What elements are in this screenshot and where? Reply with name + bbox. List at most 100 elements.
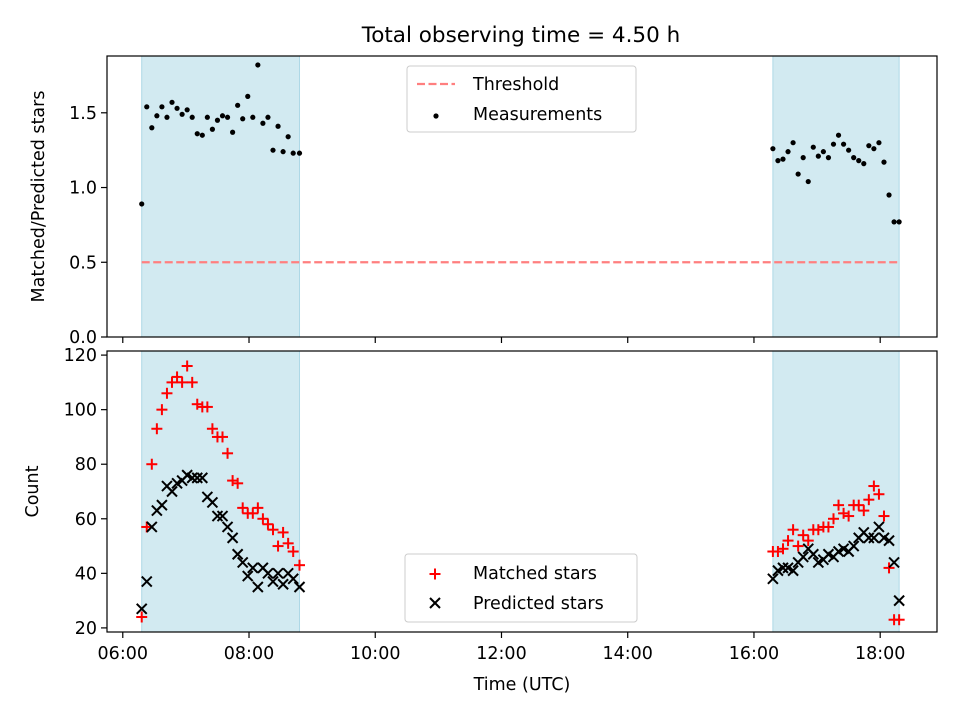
matched-star-point (181, 360, 193, 372)
measurement-point (159, 104, 165, 110)
x-tick-label: 14:00 (603, 644, 653, 664)
cross-stroke-b (837, 543, 850, 555)
measurement-point (174, 105, 180, 111)
predicted-star-point (797, 551, 809, 563)
observing-window (772, 350, 900, 633)
matched-star-point (201, 401, 213, 413)
measurement-point (775, 158, 781, 164)
measurement-point (250, 114, 256, 120)
y-tick-label: 0.0 (69, 328, 97, 348)
measurement-point (169, 99, 175, 105)
measurement-point (275, 123, 281, 129)
matched-star-point (287, 546, 299, 558)
predicted-star-point (863, 532, 875, 544)
measurement-point (285, 134, 291, 140)
matched-star-point (827, 513, 839, 525)
cross-stroke-b (777, 562, 789, 574)
predicted-star-point (141, 575, 153, 588)
matched-star-point (883, 562, 895, 574)
cross-stroke-b (293, 581, 306, 593)
measurement-point (785, 149, 791, 155)
figure-title: Total observing time = 4.50 h (361, 23, 681, 48)
predicted-star-point (293, 581, 306, 593)
matched-star-point (878, 510, 890, 522)
cross-stroke-b (888, 556, 900, 569)
predicted-star-point (807, 548, 819, 560)
matched-star-point (171, 371, 183, 383)
legend-plus-marker (429, 568, 441, 580)
measurement-point (280, 149, 286, 155)
measurement-point (296, 150, 303, 156)
predicted-star-point (888, 556, 900, 569)
measurement-points (139, 62, 902, 225)
measurement-point (194, 131, 200, 137)
legend-measurement-swatch (433, 113, 439, 119)
matched-star-point (206, 423, 218, 435)
matched-star-point (833, 499, 845, 511)
y-tick-label: 20 (75, 619, 97, 639)
y-tick-label: 0.5 (69, 253, 97, 273)
matched-star-point (822, 521, 834, 533)
predicted-star-point (277, 578, 289, 590)
matched-star-point (777, 543, 789, 555)
measurement-point (871, 146, 877, 152)
count-panel: 20 40 60 80 100 120 06:00 08:00 10:00 12:00 14:00… (23, 346, 938, 695)
predicted-star-point (252, 581, 264, 593)
cross-stroke-b (247, 562, 259, 574)
predicted-star-point (191, 472, 203, 484)
predicted-star-point (847, 540, 860, 552)
predicted-star-point (893, 594, 905, 607)
measurement-point (179, 111, 185, 117)
measurement-point (290, 150, 296, 156)
observing-window (772, 55, 900, 338)
measurement-point (846, 147, 852, 153)
ratio-axes-frame (106, 55, 938, 338)
matched-star-point (151, 423, 163, 435)
cross-stroke-b (231, 548, 244, 560)
ratio-panel: 0.0 0.5 1.0 1.5 Matched/Predicted stars Thr… (29, 55, 938, 348)
matched-star-point (787, 524, 799, 536)
x-tick-label: 18:00 (855, 644, 905, 664)
matched-star-point (237, 502, 249, 514)
cross-stroke-b (787, 564, 799, 577)
count-x-ticks: 06:00 08:00 10:00 12:00 14:00 16:00 18:00 (98, 632, 905, 664)
matched-star-point (217, 431, 229, 443)
measurement-point (861, 161, 867, 167)
cross-stroke-b (893, 594, 905, 607)
legend-matched-swatch (429, 568, 441, 580)
predicted-star-point (136, 603, 148, 615)
y-tick-label: 120 (64, 346, 97, 366)
x-tick-label: 08:00 (224, 644, 274, 664)
cross-stroke-b (868, 532, 880, 544)
predicted-star-point (196, 472, 209, 484)
cross-stroke-b (211, 510, 224, 522)
measurement-point (896, 219, 902, 225)
measurement-point (825, 155, 832, 161)
cross-stroke-b (141, 575, 153, 588)
y-tick-label: 60 (75, 510, 97, 530)
predicted-star-point (868, 532, 880, 544)
measurement-point (144, 104, 150, 110)
cross-stroke-b (181, 469, 193, 481)
cross-stroke-b (196, 472, 209, 484)
cross-stroke-b (221, 521, 234, 533)
measurement-point (214, 117, 221, 123)
cross-stroke-b (216, 510, 229, 522)
count-axes-frame (106, 350, 938, 633)
cross-stroke-b (277, 578, 289, 590)
legend-predicted-swatch (429, 597, 441, 609)
matched-star-point (252, 502, 264, 514)
cross-stroke-b (146, 521, 158, 533)
matched-star-point (146, 458, 158, 470)
count-y-ticks: 20 40 60 80 100 120 (64, 346, 107, 639)
matched-star-point (873, 488, 885, 500)
cross-stroke-b (161, 480, 173, 492)
matched-star-point (232, 477, 244, 489)
cross-stroke-b (807, 548, 819, 560)
measurement-point (820, 149, 826, 155)
measurement-point (881, 159, 887, 165)
predicted-star-point (242, 570, 254, 582)
cross-stroke-b (847, 540, 860, 552)
cross-stroke-b (262, 567, 274, 580)
measurement-point (805, 178, 811, 185)
